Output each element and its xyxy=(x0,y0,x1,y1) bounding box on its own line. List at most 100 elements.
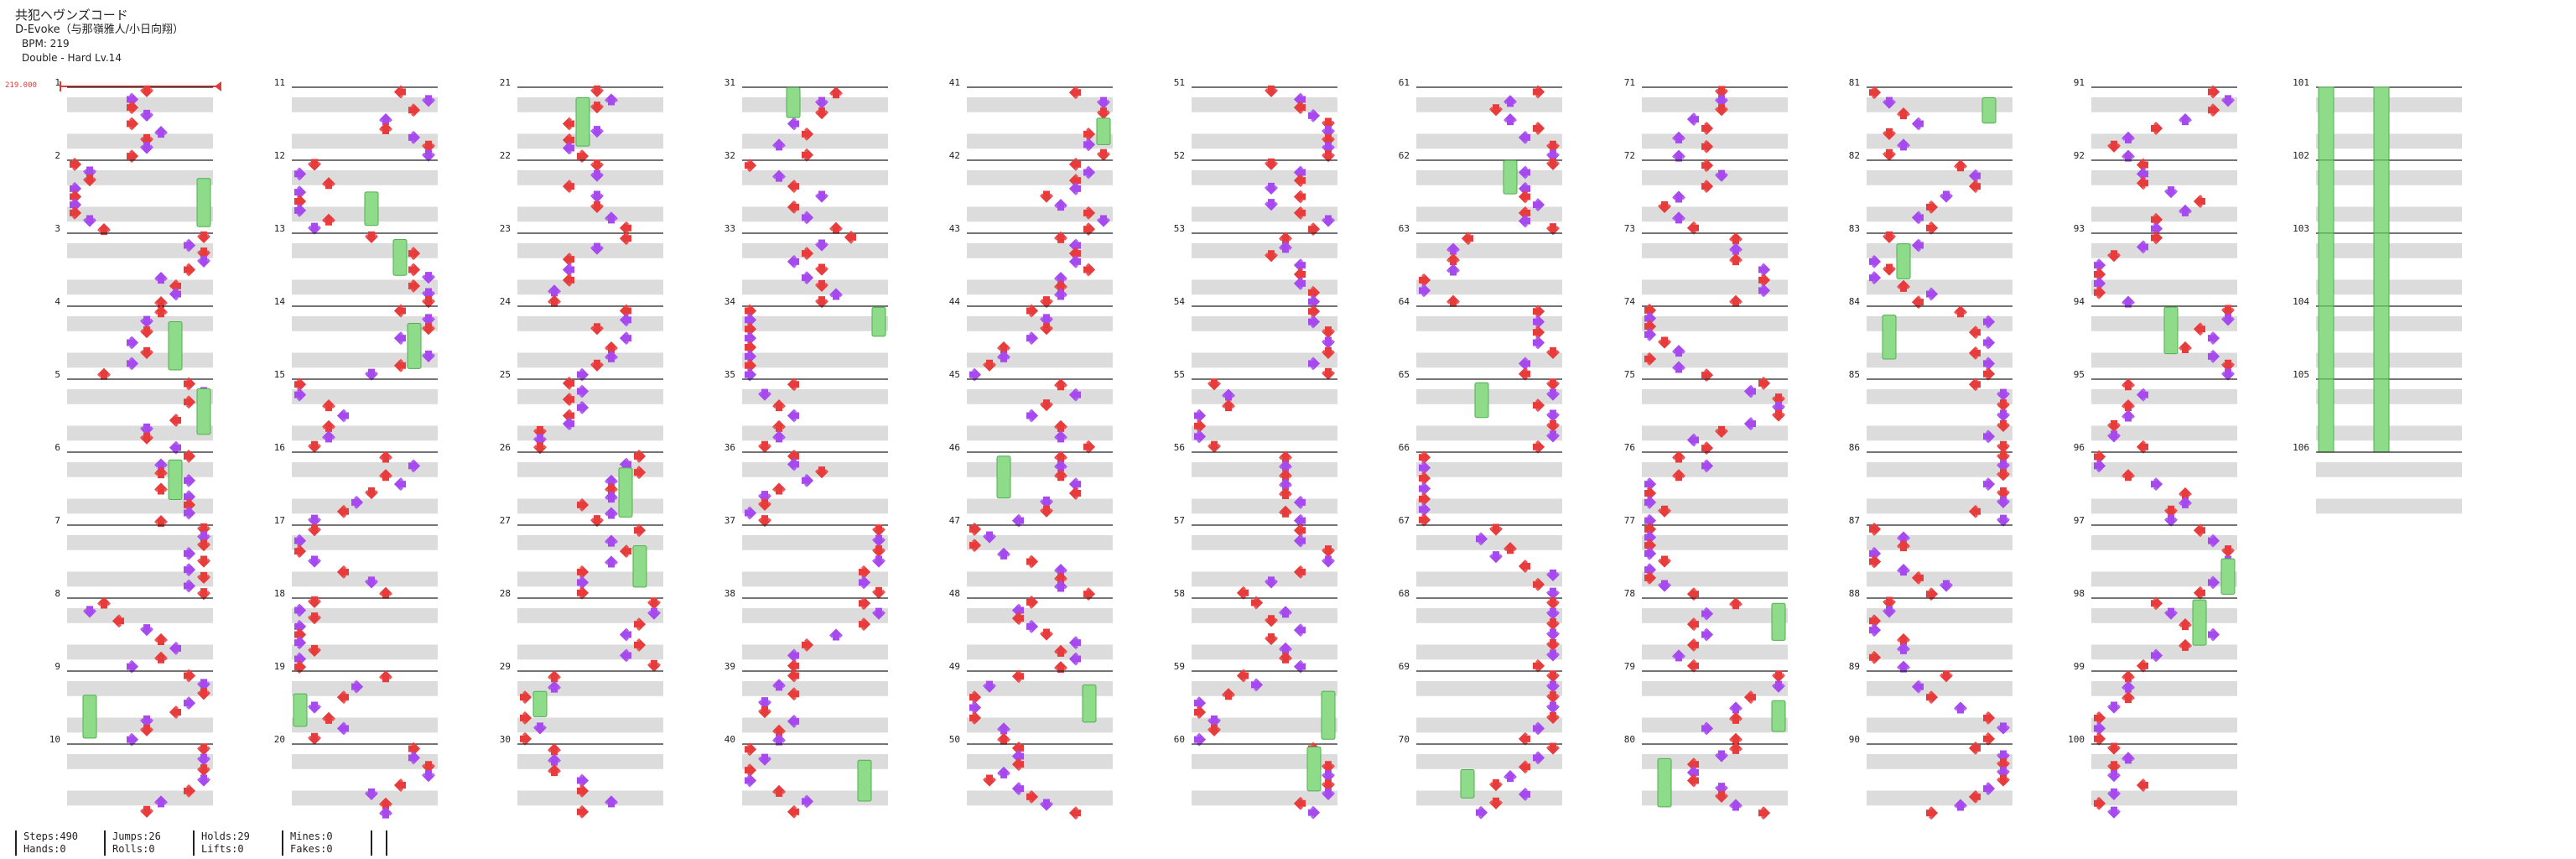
step-chart-canvas: 1234567891011121314151617181920212223242… xyxy=(49,77,2462,820)
beat-band xyxy=(1416,607,1562,617)
step-arrow xyxy=(745,159,756,173)
beat-band xyxy=(742,753,888,763)
step-arrow xyxy=(365,788,378,800)
step-arrow xyxy=(1054,272,1067,284)
measure-number: 3 xyxy=(55,223,60,234)
stat-jumps: Jumps:26 xyxy=(112,830,161,842)
step-arrow xyxy=(197,774,210,787)
step-arrow xyxy=(1701,721,1713,736)
step-arrow xyxy=(844,230,856,244)
step-arrow xyxy=(1208,440,1221,453)
step-arrow xyxy=(2179,638,2192,651)
step-arrow xyxy=(563,252,574,267)
measure-number: 59 xyxy=(1174,661,1185,672)
step-arrow xyxy=(1446,253,1460,266)
step-arrow xyxy=(758,440,771,453)
step-arrow xyxy=(577,149,589,164)
step-arrow xyxy=(520,690,532,705)
stat-group-jumps: Jumps:26 Rolls:0 xyxy=(104,830,193,856)
step-arrow xyxy=(872,545,886,558)
step-arrow xyxy=(1265,633,1278,645)
step-arrow xyxy=(1912,295,1924,310)
hold-body xyxy=(857,759,872,802)
step-arrow xyxy=(1294,623,1306,638)
step-arrow xyxy=(1729,232,1742,245)
step-arrow xyxy=(647,597,661,610)
beat-band xyxy=(1416,169,1562,179)
step-arrow xyxy=(1419,482,1431,496)
step-arrow xyxy=(1546,670,1560,683)
step-arrow xyxy=(1054,279,1067,292)
step-arrow xyxy=(1419,492,1431,506)
beat-band xyxy=(1642,388,1788,398)
measure-number: 42 xyxy=(949,150,960,161)
hold-body xyxy=(1096,117,1111,145)
measure-number: 37 xyxy=(724,515,735,526)
beat-band xyxy=(292,571,438,580)
step-arrow xyxy=(408,130,420,144)
beat-band xyxy=(1867,753,2012,763)
measure-number: 20 xyxy=(274,734,285,745)
step-arrow xyxy=(577,586,589,600)
step-arrow xyxy=(1446,263,1460,276)
step-arrow xyxy=(379,450,392,463)
step-arrow xyxy=(394,477,406,492)
step-arrow xyxy=(1279,642,1292,654)
step-arrow xyxy=(1322,150,1335,163)
step-arrow xyxy=(787,804,799,819)
step-arrow xyxy=(2221,545,2235,558)
step-arrow xyxy=(308,159,321,171)
step-arrow xyxy=(1744,417,1756,431)
step-arrow xyxy=(1054,460,1067,472)
step-arrow xyxy=(83,606,96,618)
step-arrow xyxy=(1701,368,1713,383)
step-arrow xyxy=(1969,504,1981,518)
beat-band xyxy=(967,425,1113,435)
step-arrow xyxy=(1869,271,1881,285)
step-arrow xyxy=(1897,564,1910,576)
beat-band xyxy=(1867,498,2012,508)
step-arrow xyxy=(590,85,604,97)
step-arrow xyxy=(2221,368,2235,381)
step-arrow xyxy=(1265,158,1278,170)
step-arrow xyxy=(184,473,195,487)
step-arrow xyxy=(1519,787,1530,801)
step-arrow xyxy=(1546,701,1560,714)
step-arrow xyxy=(634,466,646,480)
measure-number: 53 xyxy=(1174,223,1185,234)
beat-band xyxy=(1192,571,1337,580)
step-arrow xyxy=(294,660,306,674)
beat-band xyxy=(1192,388,1337,398)
beat-band xyxy=(1642,315,1788,325)
stat-group-holds: Holds:29 Lifts:0 xyxy=(193,830,282,856)
step-arrow xyxy=(1222,399,1235,412)
step-arrow xyxy=(1701,459,1713,473)
step-arrow xyxy=(1926,587,1938,601)
measure-number: 98 xyxy=(2074,588,2085,599)
step-arrow xyxy=(1883,596,1896,609)
beat-band xyxy=(742,133,888,143)
step-arrow xyxy=(590,323,604,336)
beat-band xyxy=(1192,607,1337,617)
step-arrow xyxy=(2094,721,2106,736)
step-arrow xyxy=(70,206,81,220)
step-arrow xyxy=(787,200,799,214)
beat-band xyxy=(967,644,1113,653)
step-arrow xyxy=(294,388,306,402)
step-arrow xyxy=(1969,346,1981,360)
step-arrow xyxy=(1026,619,1038,633)
step-arrow xyxy=(1983,731,1995,746)
beat-band xyxy=(517,644,663,653)
step-arrow xyxy=(577,367,589,382)
measure-number: 79 xyxy=(1624,661,1635,672)
step-arrow xyxy=(1983,357,1995,371)
beat-band xyxy=(292,753,438,763)
step-arrow xyxy=(154,651,168,664)
beat-band xyxy=(967,352,1113,362)
step-arrow xyxy=(140,85,153,97)
step-arrow xyxy=(2194,523,2205,538)
step-arrow xyxy=(1772,409,1785,422)
step-arrow xyxy=(1194,732,1206,747)
step-arrow xyxy=(969,522,981,536)
step-arrow xyxy=(1069,181,1081,195)
